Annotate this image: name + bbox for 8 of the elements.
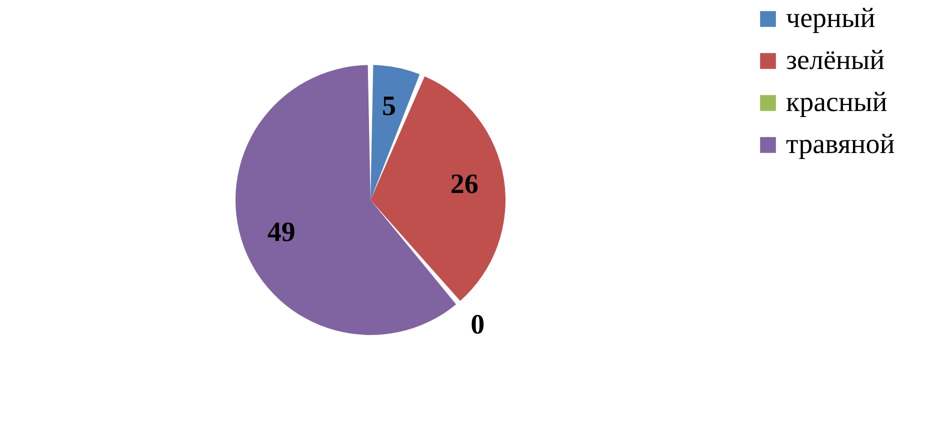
- legend-label: зелёный: [786, 45, 885, 76]
- data-label: 26: [450, 169, 478, 200]
- data-label: 49: [267, 216, 296, 248]
- legend-label: травяной: [786, 129, 895, 160]
- legend-label: черный: [786, 3, 876, 34]
- text: 0: [470, 309, 485, 340]
- legend-label: красный: [786, 87, 888, 118]
- data-label: 5: [382, 90, 396, 122]
